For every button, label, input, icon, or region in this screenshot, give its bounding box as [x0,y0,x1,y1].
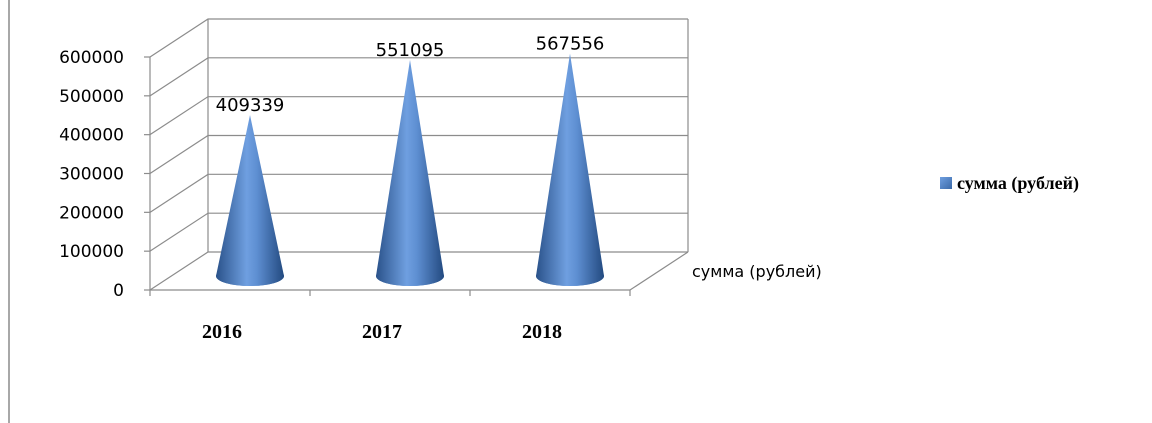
data-label: 409339 [216,95,285,116]
legend-label: сумма (рублей) [957,173,1079,194]
y-tick-label: 300000 [59,165,124,185]
data-label: 567556 [536,34,605,55]
cone-bar [376,59,444,286]
gridline [149,57,688,97]
legend-swatch [940,177,952,189]
legend: сумма (рублей) [940,173,1079,194]
y-axis-ticks: 0 100000 200000 300000 400000 500000 600000 [59,48,150,301]
x-category-label: 2017 [362,321,402,343]
x-category-label: 2016 [202,321,242,343]
y-tick-label: 500000 [59,87,124,107]
depth-axis-label: сумма (рублей) [692,262,822,281]
depth-axis-line [629,251,689,291]
cone-body [536,53,604,286]
y-tick-label: 400000 [59,126,124,146]
gridlines [149,18,689,291]
cone-bar [216,115,284,286]
y-tick-label: 600000 [59,48,124,68]
y-tick-label: 200000 [59,203,124,223]
cone-body [216,115,284,286]
data-label: 551095 [376,40,445,61]
x-axis-categories: 2016 2017 2018 [202,321,562,343]
cone-body [376,59,444,286]
y-tick-label: 100000 [59,242,124,262]
x-category-label: 2018 [522,321,562,343]
data-labels: 409339 551095 567556 [216,34,605,116]
cone-bar [536,53,604,286]
y-tick-label: 0 [113,281,124,301]
cones [216,53,604,286]
